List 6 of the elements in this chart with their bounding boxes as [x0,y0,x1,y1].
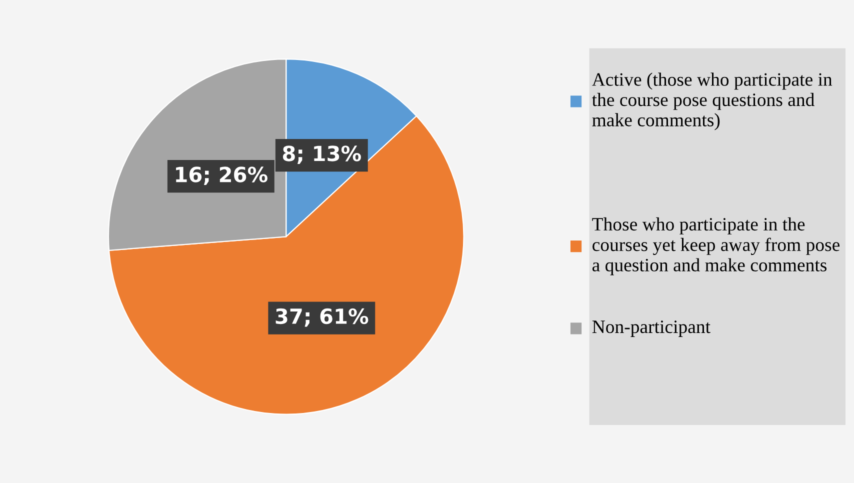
data-label: 8; 13% [282,146,361,164]
legend-label: Active (those who participate in the course pose questions and make comments) [592,72,832,130]
legend-label: Non-participant [592,320,710,337]
data-label: 37; 61% [276,308,368,327]
data-label: 16; 26% [176,166,268,186]
legend-label: Those who participate in the courses yet keep away from pose a question and make comments [592,217,840,276]
